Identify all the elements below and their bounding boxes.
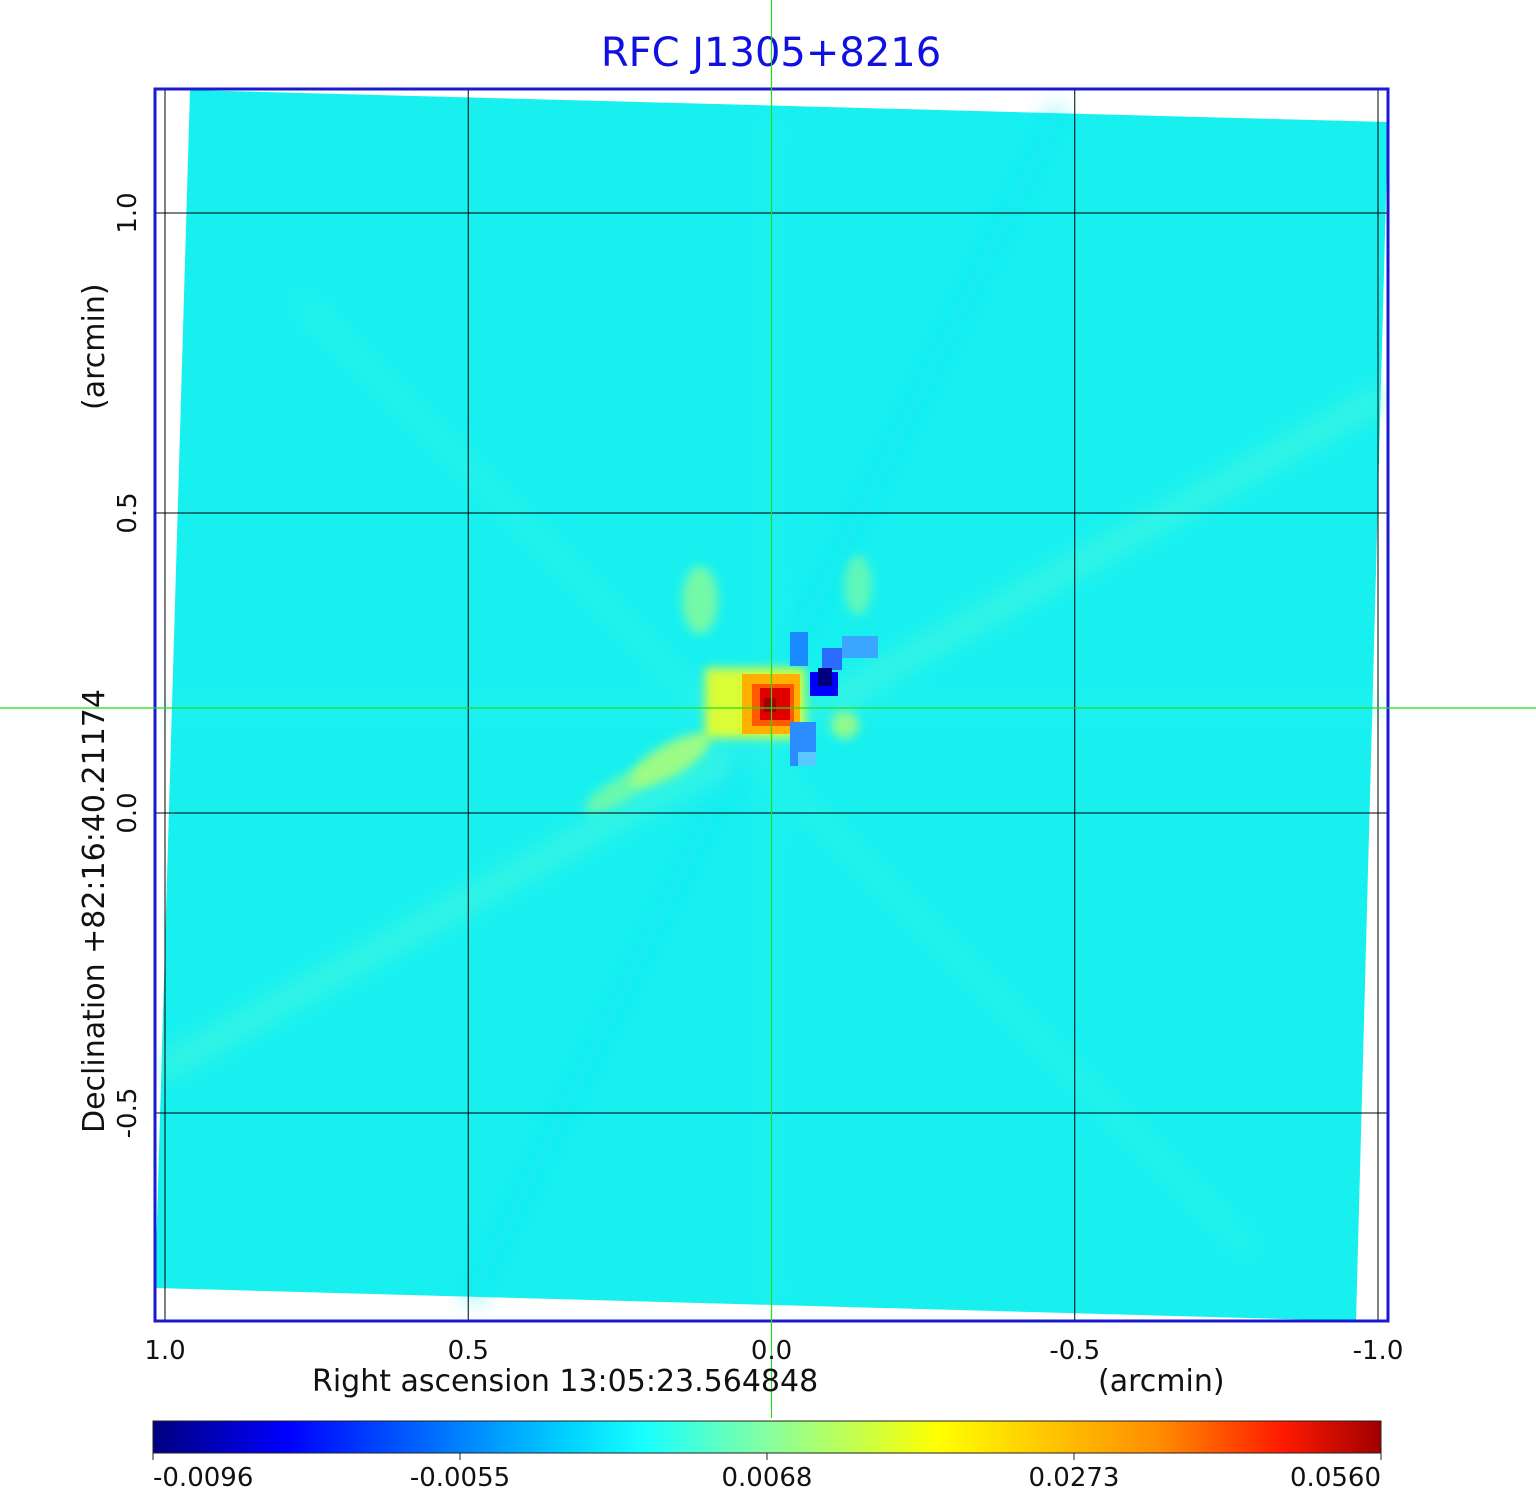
x-tick-label: -0.5 [1049, 1336, 1100, 1366]
colorbar-tick-label: 0.0068 [722, 1463, 813, 1493]
x-tick-label: 1.0 [144, 1336, 185, 1366]
y-tick-label: -0.5 [113, 1088, 143, 1139]
y-tick-label: 1.0 [113, 192, 143, 233]
colorbar-tick-label: 0.0560 [1290, 1463, 1381, 1493]
y-tick-labels: 1.0 0.5 0.0 -0.5 [113, 192, 143, 1138]
y-tick-label: 0.0 [113, 792, 143, 833]
colorbar-tick-label: 0.0273 [1029, 1463, 1120, 1493]
y-tick-label: 0.5 [113, 492, 143, 533]
x-axis-unit: (arcmin) [1098, 1364, 1225, 1399]
x-axis-label: Right ascension 13:05:23.564848 [312, 1364, 818, 1399]
x-tick-labels: 1.0 0.5 0.0 -0.5 -1.0 [144, 1336, 1403, 1366]
x-tick-label: -1.0 [1353, 1336, 1404, 1366]
colorbar-tick-label: -0.0096 [153, 1463, 253, 1493]
y-axis-unit: (arcmin) [77, 283, 112, 410]
colorbar-tick-label: -0.0055 [410, 1463, 510, 1493]
y-axis-label: Declination +82:16:40.21174 [77, 689, 112, 1133]
colorbar-ticks: -0.0096 -0.0055 0.0068 0.0273 0.0560 [152, 1453, 1382, 1493]
x-tick-label: 0.0 [751, 1336, 792, 1366]
colorbar-gradient [152, 1420, 1382, 1454]
source-structure [584, 555, 878, 813]
x-tick-label: 0.5 [448, 1336, 489, 1366]
colorbar: -0.0096 -0.0055 0.0068 0.0273 0.0560 [152, 1420, 1382, 1493]
